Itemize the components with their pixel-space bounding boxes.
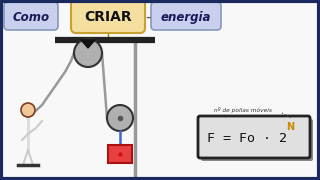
Circle shape (107, 105, 133, 131)
Bar (108, 145, 132, 163)
Circle shape (21, 103, 35, 117)
Text: F = Fo · 2: F = Fo · 2 (207, 132, 287, 145)
Polygon shape (81, 40, 95, 48)
FancyBboxPatch shape (151, 2, 221, 30)
FancyBboxPatch shape (4, 2, 58, 30)
Circle shape (74, 39, 102, 67)
Text: energia: energia (161, 10, 211, 24)
Text: nº de polias móveis: nº de polias móveis (214, 107, 272, 113)
FancyBboxPatch shape (71, 0, 145, 33)
FancyBboxPatch shape (201, 119, 313, 161)
Text: N: N (286, 122, 294, 132)
FancyBboxPatch shape (198, 116, 310, 158)
Text: CRIAR: CRIAR (84, 10, 132, 24)
Text: -: - (145, 10, 151, 24)
Text: Como: Como (12, 10, 50, 24)
